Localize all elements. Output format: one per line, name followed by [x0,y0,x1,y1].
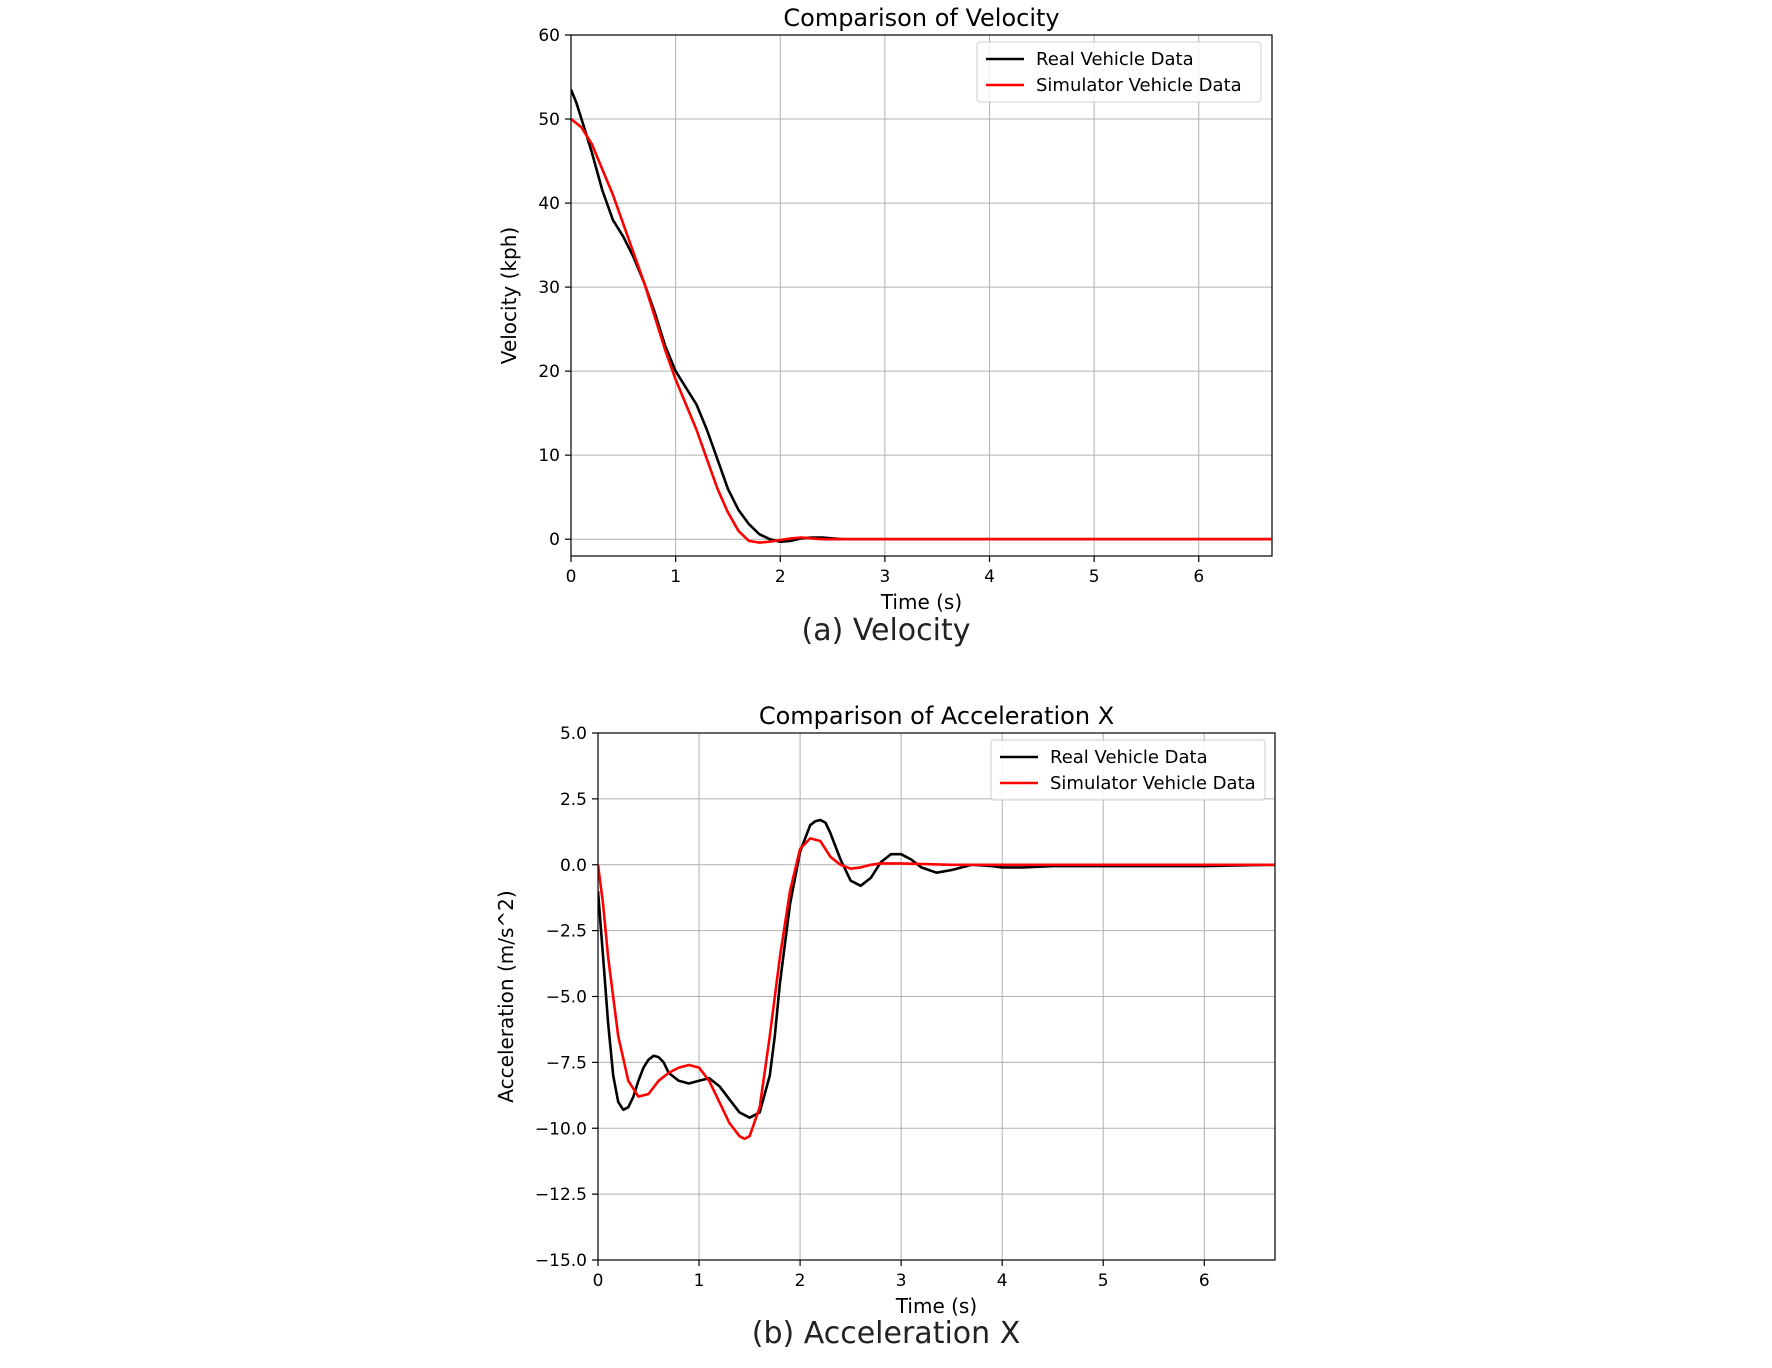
accel-xtick-label-2: 2 [795,1271,806,1291]
velocity-xtick-label-6: 6 [1193,567,1204,587]
velocity-ytick-label-2: 20 [538,362,560,382]
acceleration-chart: 0 1 2 3 4 5 6 5.0 2.5 0.0 −2.5 −5.0 −7.5 −10.0 −12.5 −1… [494,702,1276,1318]
velocity-ytick-label-4: 40 [538,194,560,214]
accel-xtick-label-3: 3 [896,1271,907,1291]
velocity-xtick-label-0: 0 [566,567,577,587]
velocity-legend-label-simulator: Simulator Vehicle Data [1036,75,1242,96]
velocity-xtick-label-2: 2 [775,567,786,587]
accel-legend-label-real: Real Vehicle Data [1050,747,1208,768]
velocity-xtick-label-5: 5 [1089,567,1100,587]
accel-ytick-label-2: 0.0 [560,856,587,876]
velocity-legend-box [976,41,1262,103]
accel-ytick-label-3: −2.5 [546,922,587,942]
velocity-xtick-label-4: 4 [984,567,995,587]
velocity-y-axis-label: Velocity (kph) [497,227,521,364]
velocity-xtick-label-3: 3 [879,567,890,587]
caption-velocity: (a) Velocity [801,613,970,648]
velocity-xtick-label-1: 1 [670,567,681,587]
accel-series-real [598,818,1275,1119]
velocity-legend-label-real: Real Vehicle Data [1036,49,1194,70]
accel-legend: Real Vehicle Data Simulator Vehicle Data [990,739,1266,801]
accel-x-axis-label: Time (s) [895,1294,977,1318]
accel-ytick-label-7: −12.5 [535,1185,587,1205]
accel-ytick-label-0: 5.0 [560,724,587,744]
accel-legend-label-simulator: Simulator Vehicle Data [1050,773,1256,794]
accel-xtick-label-6: 6 [1199,1271,1210,1291]
accel-xtick-label-1: 1 [694,1271,705,1291]
velocity-ytick-label-3: 30 [538,278,560,298]
accel-xtick-label-4: 4 [997,1271,1008,1291]
accel-ytick-label-8: −15.0 [535,1251,587,1271]
accel-xtick-label-5: 5 [1098,1271,1109,1291]
velocity-series-real [571,89,1272,543]
velocity-ytick-label-1: 10 [538,446,560,466]
accel-ytick-label-5: −7.5 [546,1053,587,1073]
velocity-ytick-label-6: 60 [538,26,560,46]
accel-series-simulator [598,837,1275,1141]
accel-ytick-label-6: −10.0 [535,1119,587,1139]
accel-legend-box [990,739,1266,801]
accel-ytick-label-1: 2.5 [560,790,587,810]
accel-y-axis-label: Acceleration (m/s^2) [494,890,518,1102]
accel-xtick-label-0: 0 [593,1271,604,1291]
accel-chart-title: Comparison of Acceleration X [759,702,1114,730]
velocity-legend: Real Vehicle Data Simulator Vehicle Data [976,41,1262,103]
caption-acceleration: (b) Acceleration X [752,1316,1021,1351]
velocity-ytick-label-0: 0 [549,530,560,550]
velocity-chart-title: Comparison of Velocity [783,4,1059,32]
accel-ytick-label-4: −5.0 [546,988,587,1008]
velocity-series-simulator [571,117,1272,544]
velocity-x-axis-label: Time (s) [880,590,962,614]
velocity-ytick-label-5: 50 [538,110,560,130]
velocity-axes-frame [570,34,1273,557]
